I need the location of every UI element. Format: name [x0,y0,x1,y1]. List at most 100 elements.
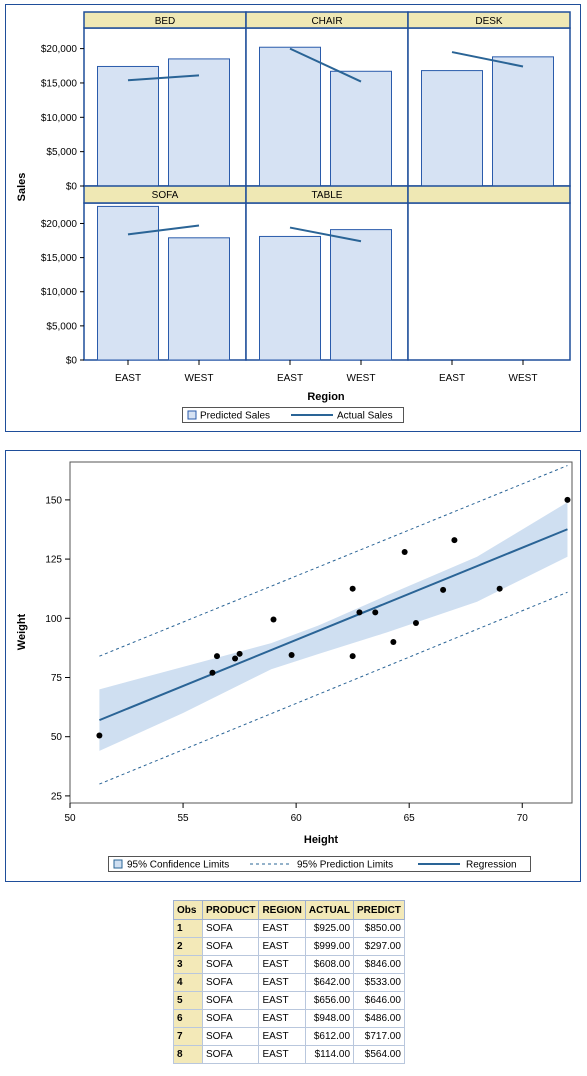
table-header-row: Obs PRODUCT REGION ACTUAL PREDICT [173,900,405,920]
y-tick-label: 150 [45,495,62,506]
table-row: 7 SOFA EAST $612.00 $717.00 [173,1027,405,1046]
x-tick-label: WEST [347,373,376,384]
legend-label-prediction: 95% Prediction Limits [297,860,393,871]
cell-predict: $846.00 [353,955,405,974]
col-header-product: PRODUCT [201,900,260,920]
bar-predicted [330,229,392,361]
cell-region: EAST [258,919,306,938]
data-point [451,537,458,544]
y-tick-label: 100 [45,614,62,625]
bar-predicted [492,56,554,187]
col-header-region: REGION [258,900,306,920]
cell-predict: $297.00 [353,937,405,956]
x-tick-label: 60 [291,813,303,824]
panel-header-label: BED [155,16,176,27]
cell-product: SOFA [201,991,260,1010]
panel-header-label: SOFA [152,190,179,201]
cell-obs: 4 [173,973,203,992]
y-tick-label: $5,000 [46,321,77,332]
panel-header [407,11,571,29]
legend-label-regression: Regression [466,860,517,871]
cell-actual: $999.00 [304,937,355,956]
chart2-border [5,450,581,882]
y-tick-label: 125 [45,555,62,566]
x-tick-label: 50 [64,813,76,824]
legend-label-confidence: 95% Confidence Limits [127,860,229,871]
y-tick-label: $5,000 [46,147,77,158]
cell-region: EAST [258,991,306,1010]
data-point [213,653,220,660]
bar-predicted [168,58,230,187]
legend-label-actual: Actual Sales [337,411,393,422]
cell-region: EAST [258,1045,306,1064]
cell-product: SOFA [201,937,260,956]
x-tick-label: 65 [404,813,416,824]
cell-predict: $646.00 [353,991,405,1010]
panel-header [407,185,571,204]
actual-sales-line [127,74,200,82]
cell-product: SOFA [201,973,260,992]
cell-actual: $925.00 [304,919,355,938]
cell-region: EAST [258,1009,306,1028]
table-row: 6 SOFA EAST $948.00 $486.00 [173,1009,405,1028]
panel-header-label: DESK [475,16,503,27]
y-tick-label: 75 [51,673,63,684]
y-tick-label: $10,000 [41,113,78,124]
legend-swatch-predicted [187,410,197,420]
actual-sales-line [451,51,524,68]
y-axis-label: Weight [16,613,28,650]
data-point [496,585,503,592]
data-point [232,655,239,662]
table-row: 2 SOFA EAST $999.00 $297.00 [173,937,405,956]
cell-region: EAST [258,1027,306,1046]
y-tick-label: $15,000 [41,253,78,264]
cell-predict: $717.00 [353,1027,405,1046]
data-point [288,651,295,658]
cell-product: SOFA [201,1045,260,1064]
bar-predicted [259,235,321,361]
data-point [236,650,243,657]
cell-product: SOFA [201,1027,260,1046]
cell-obs: 7 [173,1027,203,1046]
cell-actual: $114.00 [304,1045,355,1064]
cell-region: EAST [258,955,306,974]
cell-obs: 5 [173,991,203,1010]
cell-obs: 1 [173,919,203,938]
plot-frame [69,461,573,804]
data-point [390,638,397,645]
panel-header-label: TABLE [312,190,343,201]
x-tick-label: EAST [439,373,465,384]
cell-predict: $850.00 [353,919,405,938]
regression-scatter-chart: 50 55 60 65 70255075100125150HeightWeight95%… [5,450,581,882]
y-tick-label: $15,000 [41,78,78,89]
data-table: Obs PRODUCT REGION ACTUAL PREDICT 1 SOFA E… [173,900,405,1064]
cell-product: SOFA [201,955,260,974]
data-point [440,586,447,593]
x-axis-label: Height [304,834,339,846]
cell-actual: $948.00 [304,1009,355,1028]
col-header-predict: PREDICT [353,900,405,920]
x-tick-label: WEST [509,373,538,384]
x-axis-label: Region [307,391,345,403]
regression-line [99,528,568,722]
cell-actual: $608.00 [304,955,355,974]
cell-product: SOFA [201,919,260,938]
data-point [270,616,277,623]
data-point [564,496,571,503]
data-point [349,585,356,592]
y-tick-label: 25 [51,791,63,802]
prediction-limit-lower [99,591,568,785]
y-axis-label: Sales [16,173,28,202]
cell-region: EAST [258,937,306,956]
x-tick-label: 70 [517,813,529,824]
data-point [96,732,103,739]
table-row: 4 SOFA EAST $642.00 $533.00 [173,973,405,992]
legend-label-predicted: Predicted Sales [200,411,270,422]
x-tick-label: WEST [185,373,214,384]
x-tick-label: EAST [277,373,303,384]
cell-obs: 6 [173,1009,203,1028]
cell-actual: $642.00 [304,973,355,992]
actual-sales-line [289,47,362,83]
y-tick-label: $0 [66,356,78,367]
y-tick-label: 50 [51,732,63,743]
